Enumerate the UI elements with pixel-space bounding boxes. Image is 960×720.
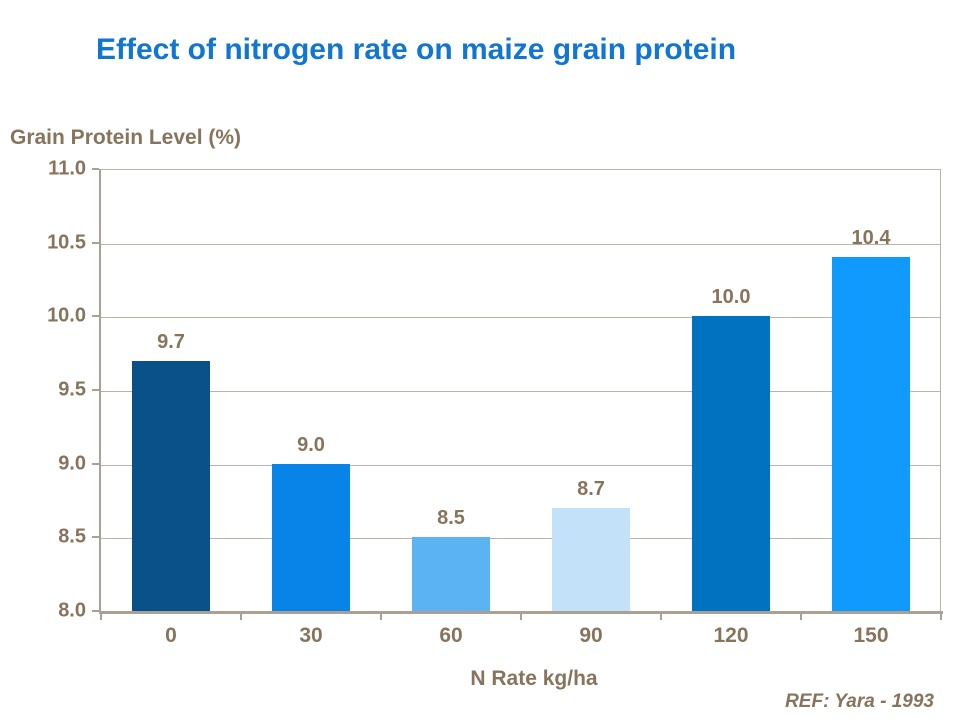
bar-slot: 10.0 [661, 169, 801, 611]
bar [692, 316, 770, 611]
x-tick-label: 0 [165, 624, 177, 647]
bar-value-label: 10.0 [711, 286, 751, 308]
y-tick-label: 8.0 [58, 599, 86, 622]
x-tick [660, 614, 662, 620]
x-tick [240, 614, 242, 620]
y-axis-title: Grain Protein Level (%) [10, 126, 242, 149]
y-tick [92, 242, 99, 244]
bar [132, 361, 210, 611]
gridline [101, 391, 940, 392]
y-tick [92, 315, 99, 317]
y-tick [92, 536, 99, 538]
bar-value-label: 10.4 [851, 227, 891, 249]
bar [272, 464, 350, 611]
x-tick-label: 150 [853, 624, 889, 647]
bar-slot: 9.0 [241, 169, 381, 611]
x-tick [800, 614, 802, 620]
y-tick [92, 389, 99, 391]
bar [832, 257, 910, 611]
x-tick [380, 614, 382, 620]
x-tick-label: 60 [439, 624, 463, 647]
plot-area [101, 169, 941, 611]
x-tick-label: 90 [579, 624, 603, 647]
bar-slot: 10.4 [801, 169, 941, 611]
bar-value-label: 9.0 [297, 434, 325, 456]
y-tick-label: 10.0 [47, 304, 86, 327]
bar [412, 537, 490, 611]
y-axis-line [99, 169, 101, 613]
y-tick-label: 10.5 [47, 231, 86, 254]
y-tick-label: 9.5 [58, 378, 86, 401]
bar-value-label: 8.5 [437, 507, 465, 529]
x-axis-line [99, 611, 943, 614]
y-tick [92, 610, 99, 612]
bar-value-label: 9.7 [157, 331, 185, 353]
bar [552, 508, 630, 611]
bar-slot: 8.5 [381, 169, 521, 611]
gridline [101, 465, 940, 466]
gridline [101, 538, 940, 539]
x-tick-label: 120 [713, 624, 749, 647]
bar-value-label: 8.7 [577, 478, 605, 500]
x-tick [520, 614, 522, 620]
y-tick-label: 8.5 [58, 525, 86, 548]
x-tick [100, 614, 102, 620]
gridline [101, 317, 940, 318]
y-tick-label: 11.0 [48, 157, 86, 180]
bar-slot: 9.7 [101, 169, 241, 611]
x-tick-label: 30 [299, 624, 323, 647]
y-tick [92, 168, 99, 170]
reference-note: REF: Yara - 1993 [785, 691, 934, 712]
y-tick [92, 463, 99, 465]
bar-slot: 8.7 [521, 169, 661, 611]
chart-title: Effect of nitrogen rate on maize grain p… [96, 33, 737, 66]
x-tick [940, 614, 942, 620]
y-tick-label: 9.0 [58, 452, 86, 475]
x-axis-title: N Rate kg/ha [470, 667, 598, 690]
gridline [101, 244, 940, 245]
